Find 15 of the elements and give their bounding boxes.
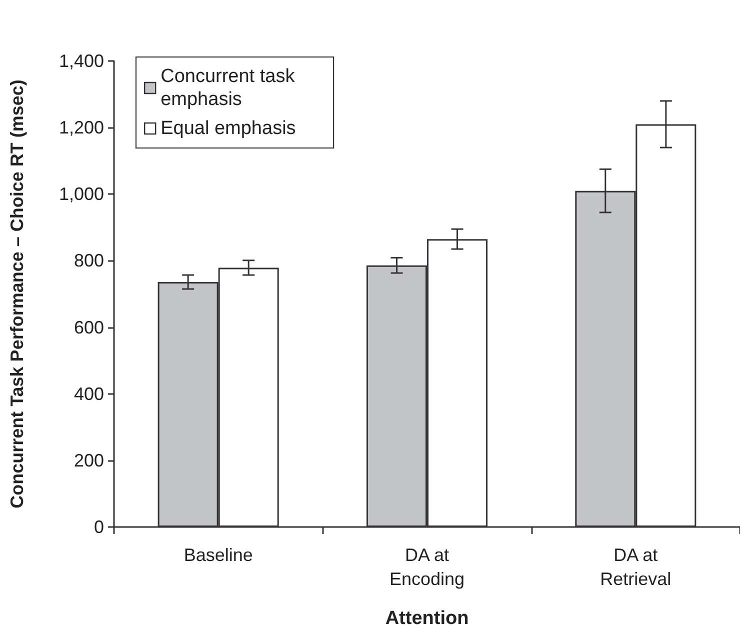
y-tick-label: 800: [74, 250, 104, 271]
x-tick-label: DA at Retrieval: [600, 545, 672, 589]
legend-label: Equal emphasis: [160, 118, 296, 139]
x-axis-title: Attention: [385, 608, 469, 629]
y-tick-label: 1,400: [58, 51, 104, 71]
legend-label: Concurrent task emphasis: [160, 66, 300, 110]
y-tick-label: 600: [74, 317, 104, 338]
y-axis-title: Concurrent Task Performance – Choice RT (msec): [7, 80, 27, 508]
y-tick-label: 0: [94, 517, 104, 537]
x-tick-label: Baseline: [184, 545, 253, 565]
y-tick-label: 1,200: [58, 118, 104, 138]
y-tick-label: 1,000: [58, 184, 104, 204]
y-tick-label: 200: [74, 450, 104, 470]
y-tick-label: 400: [74, 384, 104, 404]
x-tick-label: DA at Encoding: [389, 545, 465, 589]
